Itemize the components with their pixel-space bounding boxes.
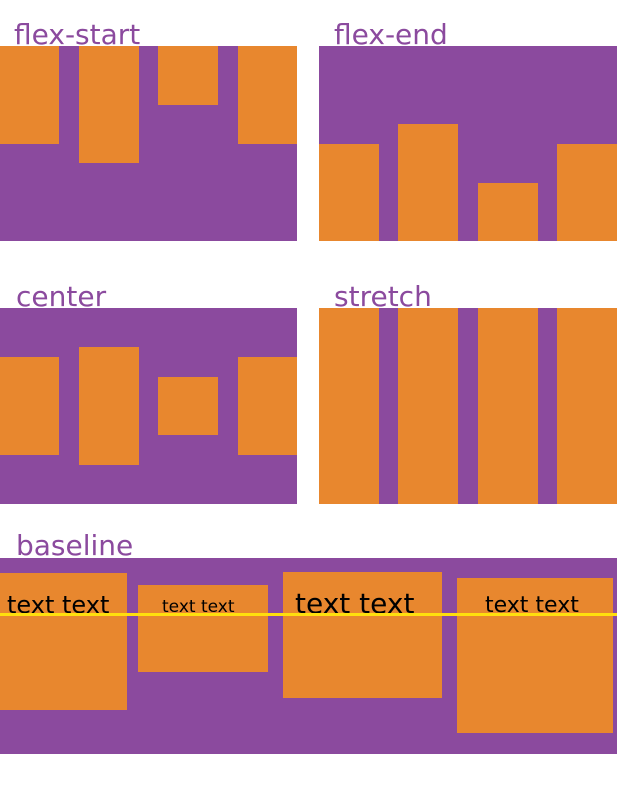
flex-item <box>319 143 379 241</box>
flex-item <box>0 46 60 144</box>
flex-item <box>158 376 218 436</box>
flex-item: text text <box>457 578 613 733</box>
flex-item <box>477 182 538 241</box>
flex-item <box>557 308 617 504</box>
section-label-stretch: stretch <box>334 280 432 313</box>
flex-item <box>319 308 379 504</box>
flex-item: text text <box>138 585 268 672</box>
flex-item: text text <box>0 573 127 710</box>
stretch-demo-container <box>319 308 617 504</box>
item-text: text text <box>162 597 235 617</box>
baseline-demo-container: text text text text text text text text <box>0 558 617 754</box>
flex-item <box>0 357 60 455</box>
flex-item <box>237 357 297 455</box>
flex-item <box>398 124 459 241</box>
flex-item <box>79 46 139 163</box>
section-label-baseline: baseline <box>16 529 134 562</box>
flex-item <box>79 347 139 465</box>
flex-item: text text <box>283 572 442 698</box>
flex-item <box>477 308 538 504</box>
section-label-flex-start: flex-start <box>14 18 141 51</box>
flex-end-demo-container <box>319 46 617 241</box>
baseline-indicator-line <box>0 613 617 616</box>
item-text: text text <box>485 593 579 618</box>
flex-item <box>158 46 218 105</box>
flex-item <box>398 308 459 504</box>
flex-start-demo-container <box>0 46 297 241</box>
flex-item <box>237 46 297 144</box>
center-demo-container <box>0 308 297 504</box>
flex-item <box>557 143 617 241</box>
section-label-flex-end: flex-end <box>334 18 448 51</box>
item-text: text text <box>295 587 415 620</box>
section-label-center: center <box>16 280 107 313</box>
